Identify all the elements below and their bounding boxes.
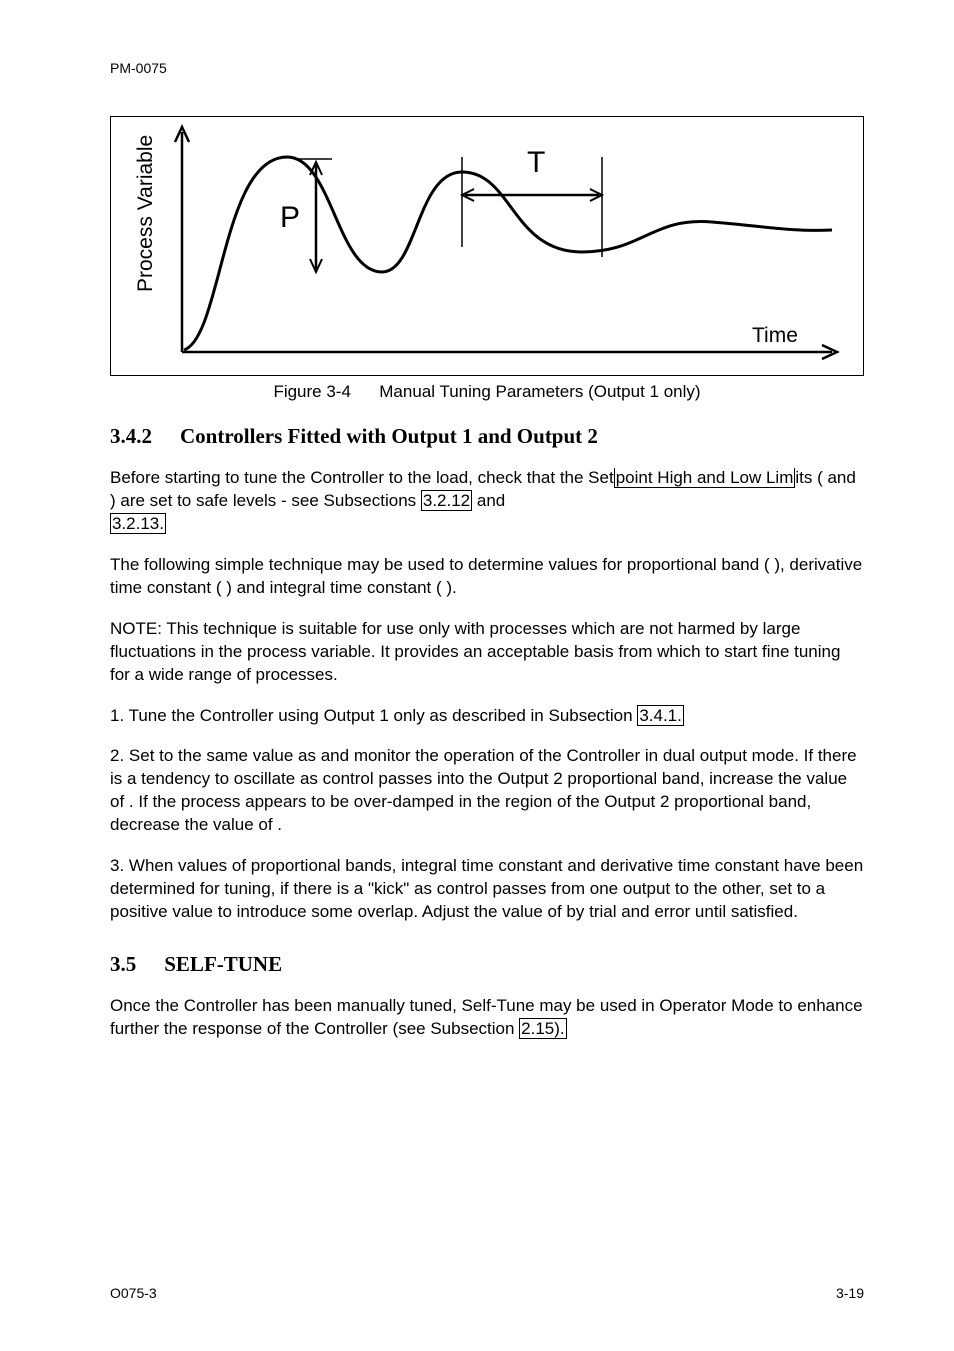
heading-3-4-2: 3.4.2 Controllers Fitted with Output 1 an… xyxy=(110,424,864,449)
step-3: 3. When values of proportional bands, in… xyxy=(110,855,864,924)
footer-right: 3-19 xyxy=(836,1285,864,1301)
link-3-2-13[interactable]: 3.2.13. xyxy=(110,513,166,534)
link-3-4-1[interactable]: 3.4.1. xyxy=(637,705,684,726)
y-axis-label: Process Variable xyxy=(134,135,157,292)
figure-number: Figure 3-4 xyxy=(273,382,350,401)
para-35-1: Once the Controller has been manually tu… xyxy=(110,995,864,1041)
figure-3-4: Process Variable P T Time xyxy=(110,116,864,376)
link-3-2-12[interactable]: 3.2.12 xyxy=(421,490,472,511)
heading-number: 3.4.2 xyxy=(110,424,152,449)
figure-caption-text: Manual Tuning Parameters (Output 1 only) xyxy=(379,382,700,401)
para-342-2: The following simple technique may be us… xyxy=(110,554,864,600)
note-342: NOTE: This technique is suitable for use… xyxy=(110,618,864,687)
heading-title-35: SELF-TUNE xyxy=(164,952,282,976)
heading-title: Controllers Fitted with Output 1 and Out… xyxy=(180,424,598,448)
link-2-15[interactable]: 2.15). xyxy=(519,1018,566,1039)
label-p: P xyxy=(280,201,300,234)
x-axis-label: Time xyxy=(752,324,798,347)
heading-3-5: 3.5 SELF-TUNE xyxy=(110,952,864,977)
setpoint-underline: point High and Low Lim xyxy=(614,468,796,488)
figure-caption: Figure 3-4 Manual Tuning Parameters (Out… xyxy=(110,382,864,402)
step-1: 1. Tune the Controller using Output 1 on… xyxy=(110,705,864,728)
footer-left: O075-3 xyxy=(110,1285,157,1301)
step-2: 2. Set to the same value as and monitor … xyxy=(110,745,864,837)
document-id: PM-0075 xyxy=(110,60,864,76)
para-342-1: Before starting to tune the Controller t… xyxy=(110,467,864,536)
label-t: T xyxy=(527,146,545,179)
heading-number-35: 3.5 xyxy=(110,952,136,977)
